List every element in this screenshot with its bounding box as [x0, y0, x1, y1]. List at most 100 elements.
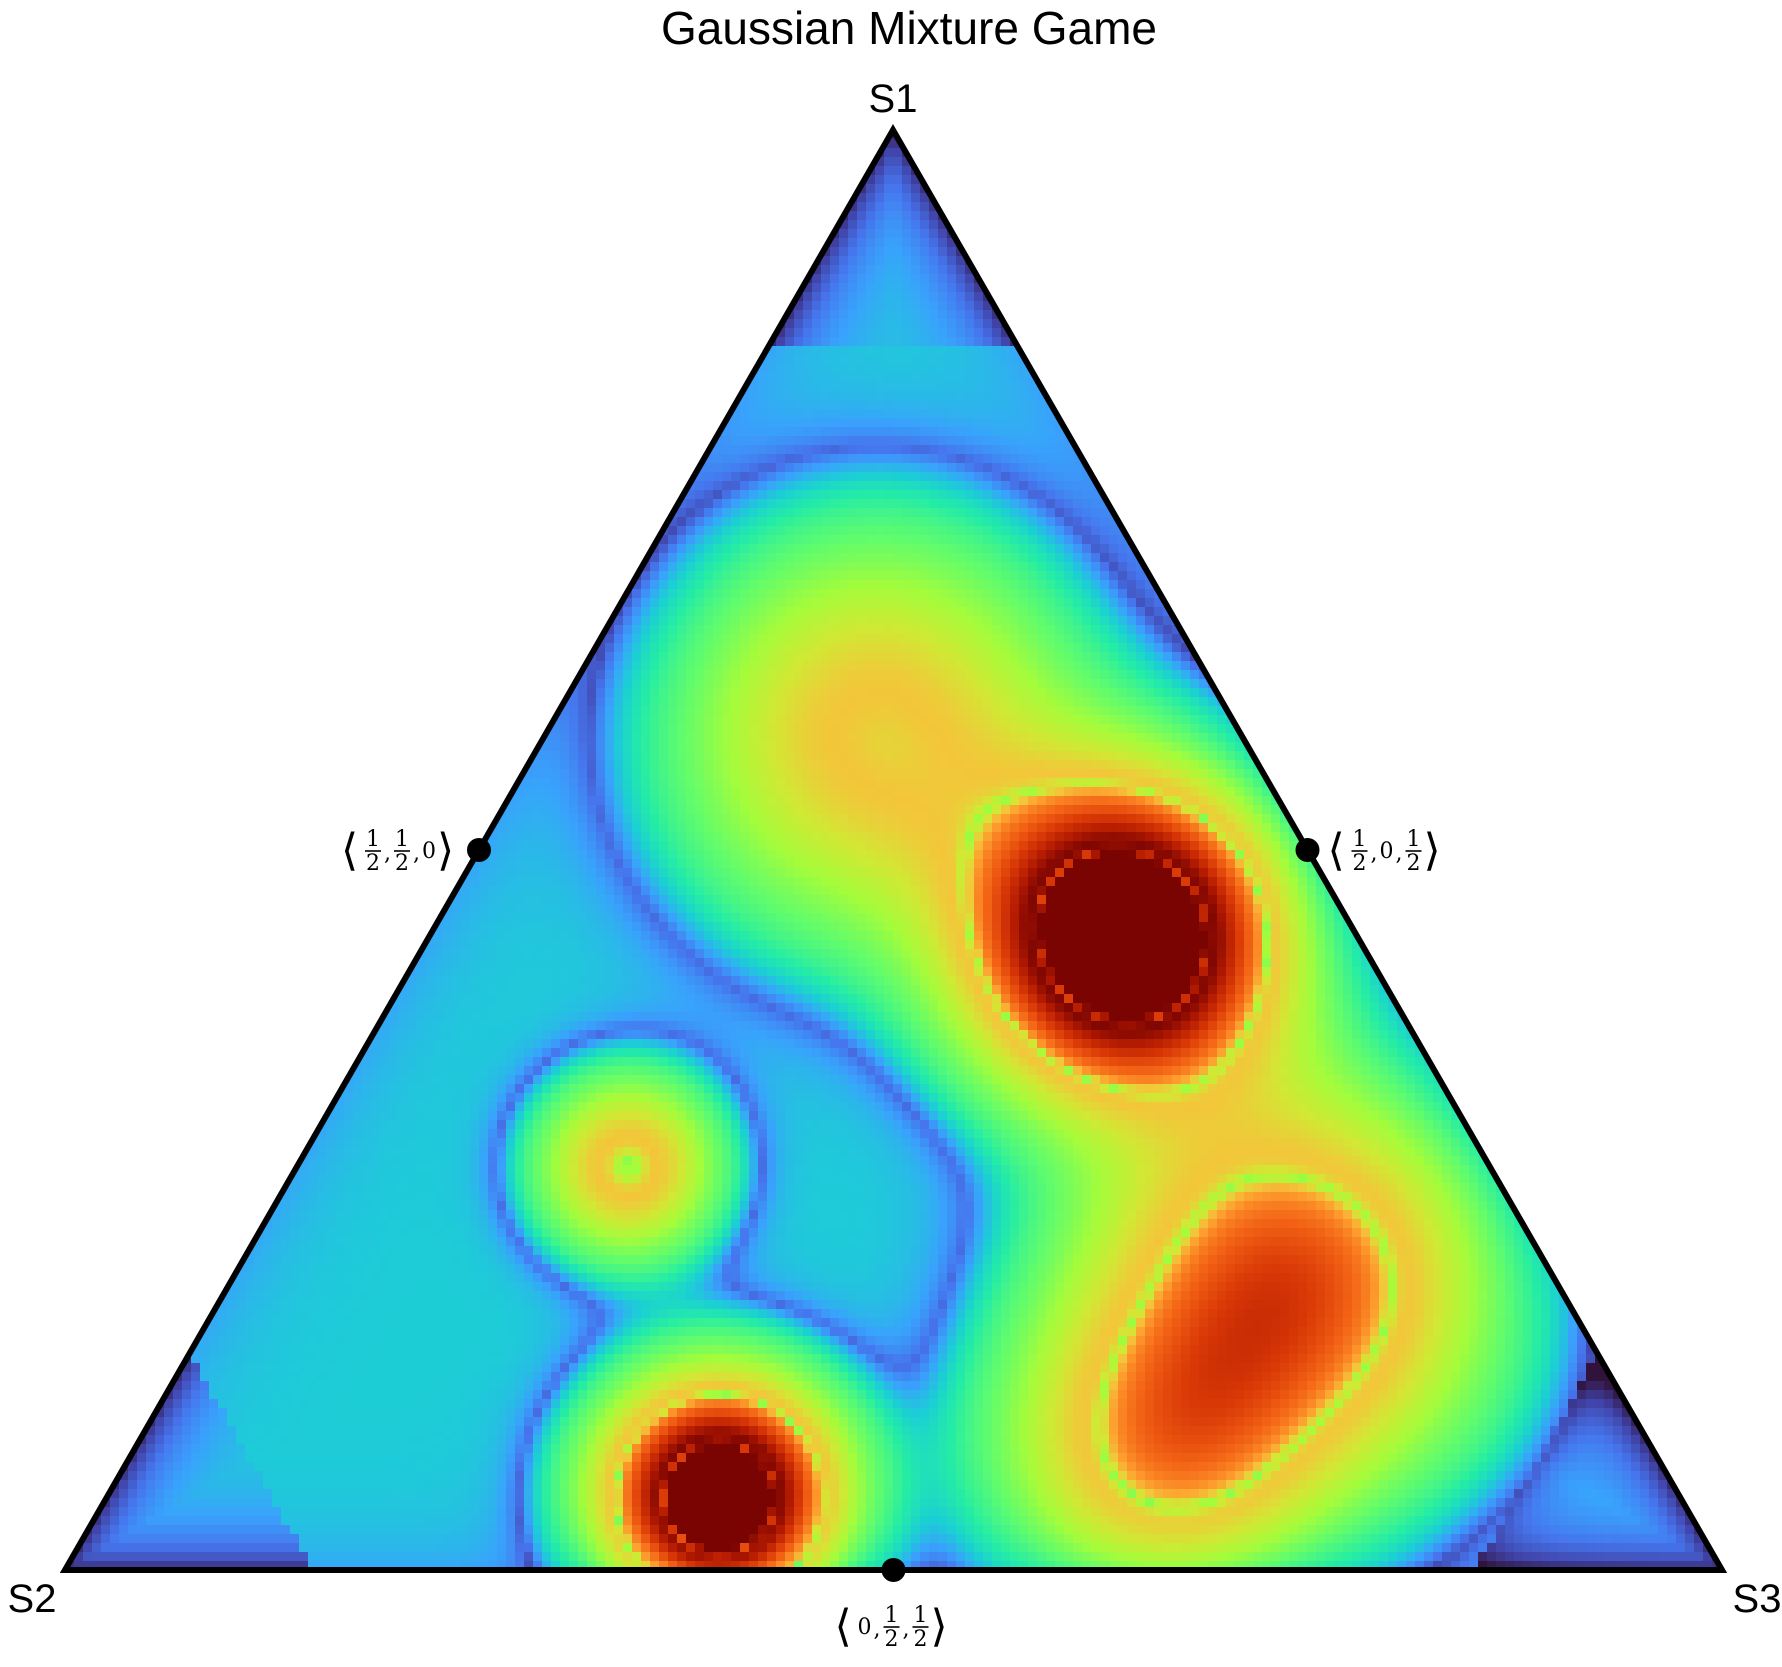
heatmap-cell [956, 823, 966, 833]
heatmap-cell [1226, 805, 1236, 815]
heatmap-cell [1127, 688, 1137, 698]
heatmap-cell [974, 598, 984, 608]
heatmap-cell [1244, 814, 1254, 824]
heatmap-cell [794, 445, 804, 455]
heatmap-cell [605, 823, 615, 833]
heatmap-cell [1055, 598, 1065, 608]
heatmap-cell [902, 499, 912, 509]
heatmap-cell [884, 697, 894, 707]
heatmap-cell [839, 319, 849, 329]
heatmap-cell [479, 805, 489, 815]
heatmap-cell [929, 472, 939, 482]
heatmap-cell [920, 409, 930, 419]
heatmap-cell [902, 859, 912, 869]
heatmap-cell [866, 364, 876, 374]
heatmap-cell [857, 832, 867, 842]
heatmap-cell [1118, 850, 1128, 860]
heatmap-cell [902, 382, 912, 392]
heatmap-cell [749, 868, 759, 878]
heatmap-cell [929, 445, 939, 455]
heatmap-cell [830, 481, 840, 491]
heatmap-cell [578, 688, 588, 698]
heatmap-cell [515, 868, 525, 878]
heatmap-cell [776, 652, 786, 662]
heatmap-cell [650, 724, 660, 734]
heatmap-cell [677, 562, 687, 572]
heatmap-cell [731, 499, 741, 509]
heatmap-cell [965, 760, 975, 770]
heatmap-cell [686, 652, 696, 662]
heatmap-cell [839, 652, 849, 662]
heatmap-cell [1163, 877, 1173, 887]
heatmap-cell [785, 553, 795, 563]
heatmap-cell [1208, 652, 1218, 662]
heatmap-cell [596, 670, 606, 680]
heatmap-cell [821, 841, 831, 851]
heatmap-cell [758, 850, 768, 860]
heatmap-cell [425, 877, 435, 887]
heatmap-cell [551, 670, 561, 680]
heatmap-cell [848, 463, 858, 473]
heatmap-cell [1136, 499, 1146, 509]
heatmap-cell [785, 256, 795, 266]
heatmap-cell [1181, 742, 1191, 752]
heatmap-cell [632, 733, 642, 743]
heatmap-cell [605, 634, 615, 644]
heatmap-cell [794, 742, 804, 752]
heatmap-cell [785, 373, 795, 383]
heatmap-cell [1145, 868, 1155, 878]
heatmap-cell [1136, 679, 1146, 689]
heatmap-cell [893, 445, 903, 455]
heatmap-cell [533, 886, 543, 896]
heatmap-cell [866, 670, 876, 680]
heatmap-cell [1091, 868, 1101, 878]
heatmap-cell [1055, 706, 1065, 716]
heatmap-cell [902, 652, 912, 662]
heatmap-cell [1181, 868, 1191, 878]
heatmap-cell [794, 256, 804, 266]
heatmap-cell [830, 463, 840, 473]
heatmap-cell [1019, 796, 1029, 806]
heatmap-cell [911, 625, 921, 635]
heatmap-cell [902, 841, 912, 851]
heatmap-cell [1145, 535, 1155, 545]
heatmap-cell [569, 697, 579, 707]
heatmap-cell [821, 481, 831, 491]
heatmap-cell [1109, 724, 1119, 734]
heatmap-cell [866, 373, 876, 383]
heatmap-cell [605, 796, 615, 806]
heatmap-cell [524, 706, 534, 716]
heatmap-cell [821, 625, 831, 635]
heatmap-cell [920, 454, 930, 464]
heatmap-cell [488, 850, 498, 860]
heatmap-cell [1253, 778, 1263, 788]
heatmap-cell [704, 607, 714, 617]
heatmap-cell [1010, 859, 1020, 869]
heatmap-cell [1181, 580, 1191, 590]
heatmap-cell [722, 652, 732, 662]
heatmap-cell [614, 796, 624, 806]
heatmap-cell [1073, 724, 1083, 734]
heatmap-cell [1082, 652, 1092, 662]
heatmap-cell [857, 661, 867, 671]
heatmap-cell [893, 643, 903, 653]
heatmap-cell [1199, 868, 1209, 878]
heatmap-cell [902, 193, 912, 203]
heatmap-cell [1109, 589, 1119, 599]
heatmap-cell [920, 607, 930, 617]
heatmap-cell [965, 337, 975, 347]
heatmap-cell [1010, 427, 1020, 437]
heatmap-cell [1235, 670, 1245, 680]
heatmap-cell [1019, 688, 1029, 698]
heatmap-cell [1208, 868, 1218, 878]
heatmap-cell [767, 562, 777, 572]
heatmap-cell [1100, 886, 1110, 896]
heatmap-cell [902, 760, 912, 770]
heatmap-cell [1163, 625, 1173, 635]
heatmap-cell [749, 535, 759, 545]
heatmap-cell [848, 265, 858, 275]
heatmap-cell [1235, 886, 1245, 896]
heatmap-cell [1046, 499, 1056, 509]
heatmap-cell [758, 868, 768, 878]
heatmap-cell [875, 130, 885, 131]
